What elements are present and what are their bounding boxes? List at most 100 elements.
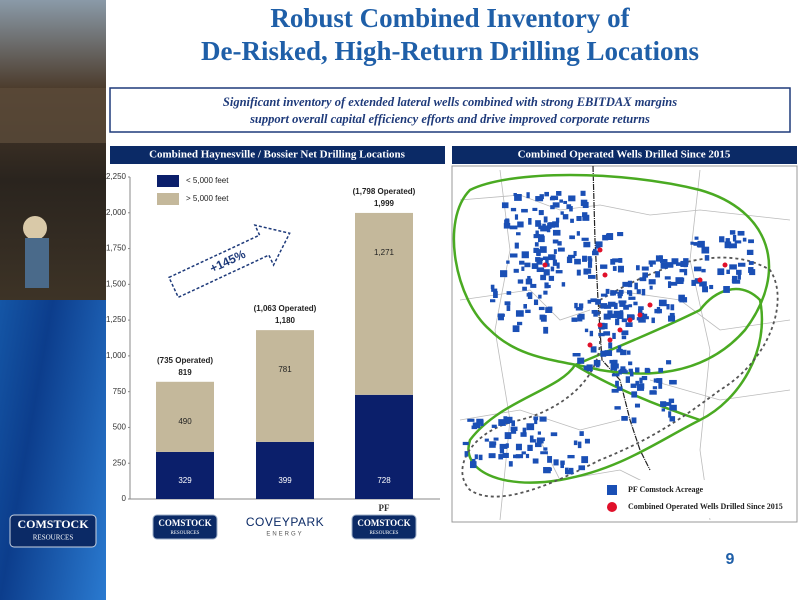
acreage-block <box>498 313 504 321</box>
chart-title: Combined Haynesville / Bossier Net Drill… <box>149 149 406 161</box>
acreage-block <box>600 350 607 357</box>
acreage-block <box>631 417 637 424</box>
acreage-block <box>506 260 510 264</box>
acreage-block <box>695 278 700 284</box>
acreage-block <box>749 269 756 276</box>
acreage-block <box>491 424 497 428</box>
acreage-block <box>573 440 578 446</box>
acreage-block <box>538 235 545 243</box>
acreage-block <box>569 206 573 212</box>
acreage-block <box>538 210 544 216</box>
acreage-block <box>655 271 661 278</box>
acreage-block <box>670 304 675 311</box>
acreage-block <box>550 266 555 272</box>
acreage-block <box>557 247 565 252</box>
acreage-block <box>679 268 685 273</box>
acreage-block <box>572 352 581 357</box>
acreage-block <box>602 234 609 241</box>
acreage-block <box>625 322 633 327</box>
acreage-block <box>498 454 504 460</box>
bar-segment <box>156 381 214 452</box>
acreage-block <box>548 275 555 281</box>
acreage-block <box>525 309 531 314</box>
acreage-block <box>543 216 548 223</box>
acreage-block <box>543 290 548 295</box>
acreage-block <box>511 420 516 427</box>
bar-value-label: 399 <box>278 476 292 485</box>
acreage-block <box>642 272 647 277</box>
acreage-block <box>628 304 633 308</box>
acreage-block <box>508 461 513 467</box>
acreage-block <box>552 229 561 236</box>
acreage-block <box>555 270 563 274</box>
acreage-block <box>586 364 593 372</box>
acreage-block <box>655 255 662 262</box>
acreage-block <box>574 302 578 309</box>
category-logo: COMSTOCK <box>357 518 410 528</box>
acreage-block <box>699 281 705 287</box>
acreage-block <box>571 317 578 322</box>
acreage-block <box>504 301 511 306</box>
bar-value-label: 329 <box>178 476 192 485</box>
acreage-block <box>653 378 659 383</box>
acreage-block <box>603 313 611 320</box>
side-logo <box>9 514 97 548</box>
acreage-block <box>521 451 526 455</box>
play-outline <box>467 288 764 484</box>
acreage-block <box>566 469 574 475</box>
legend-label: > 5,000 feet <box>186 194 229 203</box>
acreage-block <box>587 299 592 304</box>
map-legend-label: PF Comstock Acreage <box>628 485 704 494</box>
well-dot <box>597 247 603 253</box>
acreage-block <box>562 214 569 220</box>
acreage-block <box>547 284 551 289</box>
acreage-block <box>612 332 616 340</box>
y-tick-label: 1,000 <box>106 351 127 360</box>
y-tick-label: 0 <box>122 494 127 503</box>
acreage-block <box>556 262 560 269</box>
acreage-block <box>529 439 536 443</box>
total-label: 819 <box>178 368 192 377</box>
acreage-block <box>499 448 505 454</box>
acreage-block <box>548 254 556 261</box>
acreage-block <box>522 286 527 291</box>
acreage-block <box>719 236 725 243</box>
photo-detail <box>25 238 49 288</box>
acreage-block <box>636 317 644 321</box>
acreage-block <box>591 310 596 314</box>
acreage-block <box>517 221 524 228</box>
acreage-block <box>648 260 656 265</box>
total-label: 1,180 <box>275 316 296 325</box>
acreage-block <box>501 202 509 209</box>
acreage-block <box>491 288 498 292</box>
acreage-block <box>584 328 589 333</box>
acreage-block <box>552 202 560 207</box>
category-logo: COVEYPARK <box>246 515 324 529</box>
acreage-block <box>548 222 556 228</box>
acreage-block <box>525 453 530 459</box>
acreage-block <box>506 291 512 295</box>
well-dot <box>597 322 603 328</box>
acreage-block <box>573 250 577 256</box>
acreage-block <box>622 281 630 287</box>
acreage-block <box>581 237 589 241</box>
acreage-block <box>619 310 624 314</box>
acreage-block <box>742 237 747 242</box>
acreage-block <box>731 278 736 284</box>
acreage-block <box>618 289 624 294</box>
acreage-block <box>538 306 545 311</box>
acreage-block <box>561 282 566 287</box>
acreage-block <box>512 325 520 333</box>
acreage-block <box>729 264 737 270</box>
acreage-block <box>717 268 725 276</box>
acreage-block <box>504 219 510 227</box>
acreage-block <box>617 232 624 237</box>
y-tick-label: 250 <box>113 458 127 467</box>
acreage-block <box>578 465 586 471</box>
acreage-block <box>589 330 594 337</box>
acreage-block <box>539 416 547 422</box>
well-dot <box>647 302 653 308</box>
acreage-block <box>671 258 679 265</box>
acreage-block <box>582 212 588 218</box>
acreage-block <box>676 262 684 266</box>
